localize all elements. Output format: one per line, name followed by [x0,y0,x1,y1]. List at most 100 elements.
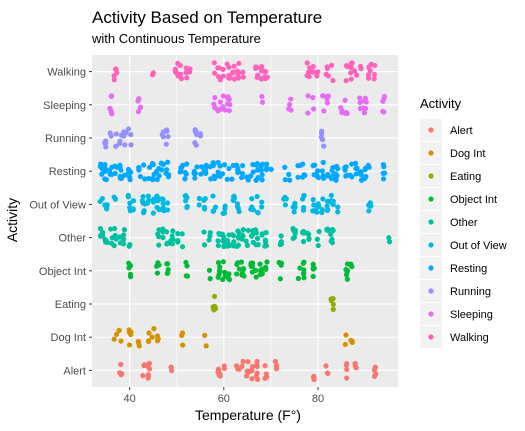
data-point [259,99,266,105]
data-point [140,194,146,200]
data-point [320,93,326,99]
data-point [164,128,170,134]
data-point [184,203,190,210]
data-point [245,227,251,234]
data-point [386,239,393,245]
data-point [217,264,223,270]
legend-marker [428,311,434,317]
data-point [239,174,245,181]
data-point [130,198,137,204]
data-point [282,177,288,183]
data-point [253,274,259,280]
x-tick-label: 80 [312,393,324,405]
data-point [135,109,142,115]
data-point [102,162,108,168]
data-point [206,267,213,273]
data-point [244,174,250,180]
data-point [255,242,261,248]
data-point [224,101,231,107]
data-point [263,69,269,75]
data-point [146,330,152,336]
legend-label: Other [450,217,478,229]
data-point [113,131,119,137]
data-point [258,204,265,210]
data-point [221,363,227,369]
data-point [253,267,259,274]
data-point [212,70,218,76]
data-point [315,242,321,249]
data-point [136,167,142,173]
data-point [226,165,232,172]
data-point [258,167,264,173]
y-tick-label: Resting [49,166,86,178]
data-point [117,162,123,168]
data-point [344,110,350,116]
data-point [348,60,354,66]
data-point [114,331,120,337]
data-point [221,234,227,240]
data-point [210,160,216,166]
data-point [229,176,235,182]
data-point [278,262,284,268]
data-point [342,167,348,173]
data-point [170,237,176,243]
data-point [211,60,217,66]
data-point [184,161,190,167]
chart-title: Activity Based on Temperature [92,8,322,27]
data-point [187,66,193,72]
data-point [231,195,238,201]
legend-label: Dog Int [450,148,485,160]
data-point [220,93,226,99]
data-point [286,106,292,112]
data-point [328,231,334,237]
data-point [150,175,156,182]
legend-marker [428,265,434,271]
data-point [357,63,364,70]
data-point [236,266,242,272]
data-point [118,338,124,344]
data-point [291,209,297,215]
data-point [304,73,310,79]
data-point [211,307,217,313]
data-point [288,96,294,102]
data-point [253,177,259,183]
data-point [118,361,124,368]
data-point [112,196,119,202]
data-point [224,61,230,67]
data-point [163,141,169,147]
data-point [239,272,245,278]
data-point [135,340,142,346]
data-point [273,366,280,372]
data-point [258,267,264,274]
data-point [310,69,316,75]
data-point [259,232,265,238]
y-tick-label: Out of View [29,199,86,211]
data-point [354,72,360,78]
data-point [122,142,128,148]
y-tick-label: Walking [47,67,86,79]
data-point [235,73,241,79]
data-point [358,98,364,105]
data-point [111,336,117,342]
data-point [144,200,151,206]
data-point [305,93,311,99]
data-point [109,111,115,117]
data-point [240,69,246,75]
legend-marker [428,127,434,133]
data-point [310,197,316,203]
data-point [118,167,124,173]
data-point [145,193,152,199]
data-point [259,93,265,100]
data-point [184,263,190,269]
data-point [324,100,330,106]
data-point [372,62,378,69]
data-point [250,169,256,175]
data-point [207,233,213,239]
data-point [325,171,331,178]
data-point [257,261,263,267]
data-point [324,226,330,233]
data-point [241,266,247,272]
data-point [197,133,204,139]
data-point [183,171,189,177]
data-point [194,164,200,170]
